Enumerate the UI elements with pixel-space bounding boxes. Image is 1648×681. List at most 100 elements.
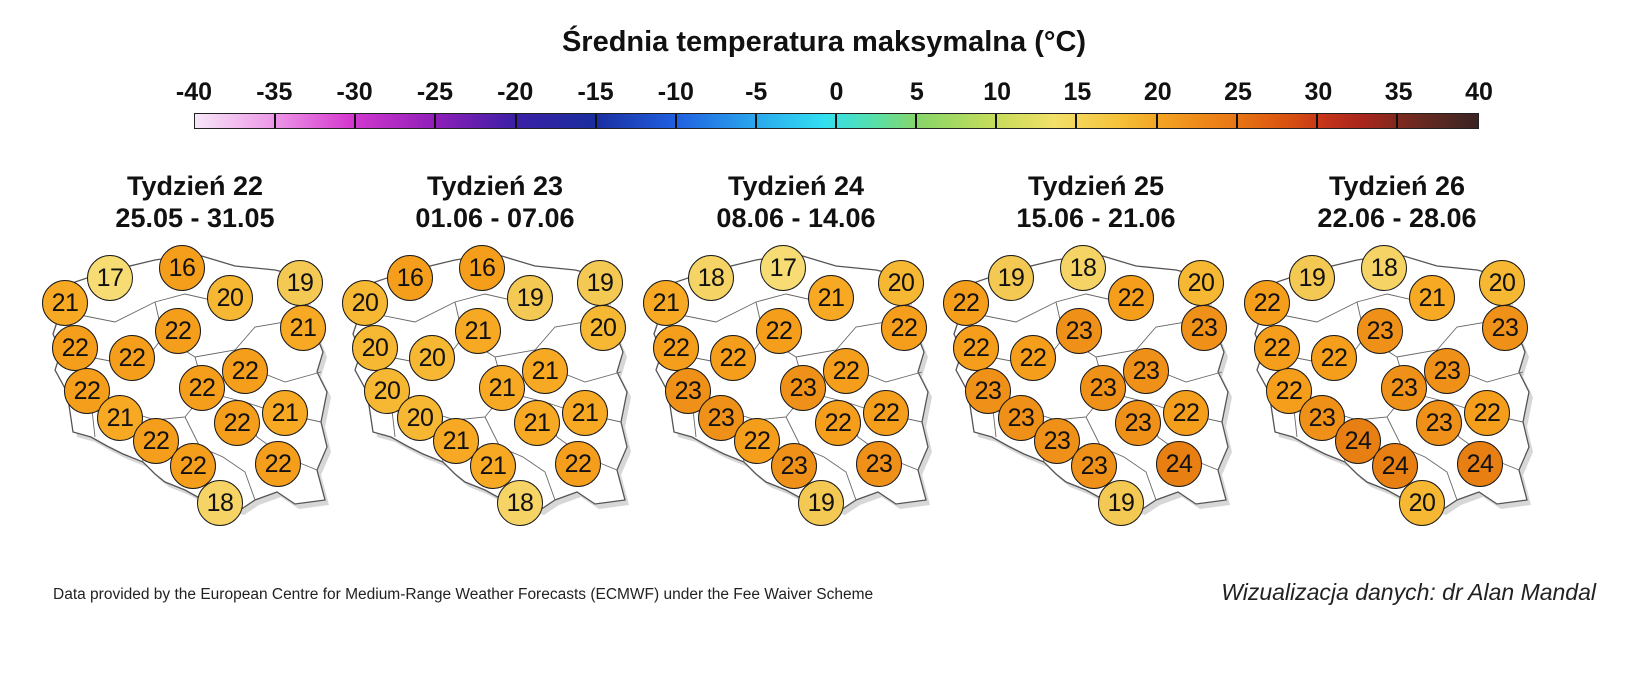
week-date-range: 01.06 - 07.06 bbox=[415, 203, 575, 233]
colorbar-tick bbox=[514, 114, 517, 122]
temperature-marker: 24 bbox=[1156, 441, 1202, 487]
poland-map: 17 16 21 20 19 21 22 22 22 22 22 22 21 21 22 22 22 22 18 bbox=[42, 242, 345, 532]
colorbar-tick bbox=[674, 120, 677, 128]
colorbar bbox=[194, 113, 1479, 129]
temperature-marker: 20 bbox=[1178, 260, 1224, 306]
colorbar-tick-label: -5 bbox=[745, 78, 768, 106]
data-source-credit: Data provided by the European Centre for… bbox=[53, 586, 874, 603]
colorbar-tick-label: 5 bbox=[909, 78, 924, 106]
temperature-marker: 18 bbox=[497, 480, 543, 526]
temperature-marker: 23 bbox=[1416, 400, 1462, 446]
week-number: Tydzień 26 bbox=[1328, 171, 1466, 201]
temperature-marker: 22 bbox=[1254, 325, 1300, 371]
colorbar-tick-label: -25 bbox=[416, 78, 453, 106]
temperature-marker: 19 bbox=[277, 260, 323, 306]
region-border bbox=[785, 416, 857, 501]
colorbar-tick-label: -30 bbox=[336, 78, 373, 106]
temperature-marker: 21 bbox=[280, 305, 326, 351]
temperature-marker: 19 bbox=[1289, 255, 1335, 301]
week-date-range: 08.06 - 14.06 bbox=[716, 203, 876, 233]
temperature-marker: 22 bbox=[555, 441, 601, 487]
temperature-marker: 22 bbox=[1108, 275, 1154, 321]
temperature-marker: 24 bbox=[1335, 418, 1381, 464]
temperature-marker: 23 bbox=[1181, 305, 1227, 351]
temperature-marker: 16 bbox=[387, 255, 433, 301]
temperature-marker: 21 bbox=[470, 443, 516, 489]
temperature-marker: 22 bbox=[1464, 390, 1510, 436]
temperature-marker: 21 bbox=[808, 275, 854, 321]
colorbar-tick bbox=[1315, 120, 1318, 128]
temperature-marker: 18 bbox=[688, 255, 734, 301]
colorbar-tick-label: -20 bbox=[497, 78, 534, 106]
colorbar-tick bbox=[1235, 120, 1238, 128]
colorbar-tick bbox=[674, 114, 677, 122]
temperature-marker: 22 bbox=[255, 441, 301, 487]
colorbar-tick bbox=[915, 114, 918, 122]
colorbar-tick bbox=[754, 114, 757, 122]
temperature-marker: 16 bbox=[459, 245, 505, 291]
temperature-marker: 20 bbox=[352, 325, 398, 371]
colorbar-tick bbox=[1075, 120, 1078, 128]
temperature-marker: 23 bbox=[1357, 308, 1403, 354]
temperature-marker: 21 bbox=[42, 280, 88, 326]
temperature-marker: 22 bbox=[953, 325, 999, 371]
poland-map: 19 18 22 21 20 23 22 22 23 23 22 23 22 23 24 23 24 24 20 bbox=[1244, 242, 1547, 532]
week-title: Tydzień 24 08.06 - 14.06 bbox=[646, 170, 946, 234]
temperature-marker: 19 bbox=[798, 480, 844, 526]
temperature-marker: 22 bbox=[1163, 390, 1209, 436]
temperature-marker: 23 bbox=[1482, 305, 1528, 351]
temperature-marker: 22 bbox=[179, 365, 225, 411]
colorbar-tick-label: 35 bbox=[1384, 78, 1413, 106]
week-date-range: 22.06 - 28.06 bbox=[1317, 203, 1477, 233]
temperature-marker: 22 bbox=[1311, 335, 1357, 381]
temperature-marker: 24 bbox=[1372, 443, 1418, 489]
colorbar-tick-label: 10 bbox=[983, 78, 1012, 106]
temperature-marker: 21 bbox=[455, 308, 501, 354]
poland-map: 19 18 22 22 20 23 22 22 23 23 23 23 22 23 23 23 23 24 19 bbox=[943, 242, 1246, 532]
temperature-marker: 22 bbox=[823, 348, 869, 394]
temperature-marker: 22 bbox=[214, 400, 260, 446]
temperature-marker: 20 bbox=[409, 335, 455, 381]
week-number: Tydzień 25 bbox=[1027, 171, 1165, 201]
colorbar-tick bbox=[835, 114, 837, 122]
temperature-marker: 20 bbox=[580, 305, 626, 351]
region-border bbox=[484, 416, 556, 501]
colorbar-tick bbox=[1155, 120, 1158, 128]
week-title: Tydzień 25 15.06 - 21.06 bbox=[946, 170, 1246, 234]
week-panel: Tydzień 22 25.05 - 31.05 17 16 21 20 19 21 22 22 2… bbox=[42, 170, 345, 540]
week-date-range: 15.06 - 21.06 bbox=[1016, 203, 1176, 233]
temperature-marker: 21 bbox=[514, 400, 560, 446]
week-number: Tydzień 22 bbox=[126, 171, 264, 201]
temperature-marker: 18 bbox=[1361, 245, 1407, 291]
colorbar-tick-label: 15 bbox=[1063, 78, 1092, 106]
temperature-marker: 16 bbox=[159, 245, 205, 291]
colorbar-tick bbox=[434, 114, 437, 122]
temperature-marker: 22 bbox=[170, 443, 216, 489]
poland-map: 18 17 21 21 20 22 22 22 22 22 23 23 22 23 22 22 23 23 19 bbox=[643, 242, 946, 532]
colorbar-tick bbox=[1075, 114, 1078, 122]
temperature-marker: 20 bbox=[207, 275, 253, 321]
colorbar-tick bbox=[1395, 120, 1398, 128]
temperature-marker: 24 bbox=[1457, 441, 1503, 487]
temperature-marker: 23 bbox=[856, 441, 902, 487]
week-panel: Tydzień 25 15.06 - 21.06 19 18 22 22 20 23 22 22 2… bbox=[943, 170, 1246, 540]
week-number: Tydzień 23 bbox=[426, 171, 564, 201]
week-panel: Tydzień 26 22.06 - 28.06 19 18 22 21 20 23 22 22 2… bbox=[1244, 170, 1547, 540]
temperature-marker: 19 bbox=[988, 255, 1034, 301]
temperature-marker: 22 bbox=[710, 335, 756, 381]
week-date-range: 25.05 - 31.05 bbox=[115, 203, 275, 233]
colorbar-tick-label: 40 bbox=[1465, 78, 1493, 106]
colorbar-tick-label: 25 bbox=[1224, 78, 1252, 106]
colorbar-tick bbox=[434, 120, 437, 128]
temperature-marker: 19 bbox=[577, 260, 623, 306]
temperature-marker: 23 bbox=[1056, 308, 1102, 354]
colorbar-tick-label: -15 bbox=[577, 78, 614, 106]
temperature-marker: 17 bbox=[87, 255, 133, 301]
colorbar-tick bbox=[835, 120, 837, 128]
colorbar-tick bbox=[995, 114, 998, 122]
colorbar-tick bbox=[514, 120, 517, 128]
temperature-marker: 20 bbox=[878, 260, 924, 306]
temperature-marker: 21 bbox=[262, 390, 308, 436]
region-border bbox=[184, 416, 256, 501]
colorbar-tick-label: 30 bbox=[1304, 78, 1333, 106]
